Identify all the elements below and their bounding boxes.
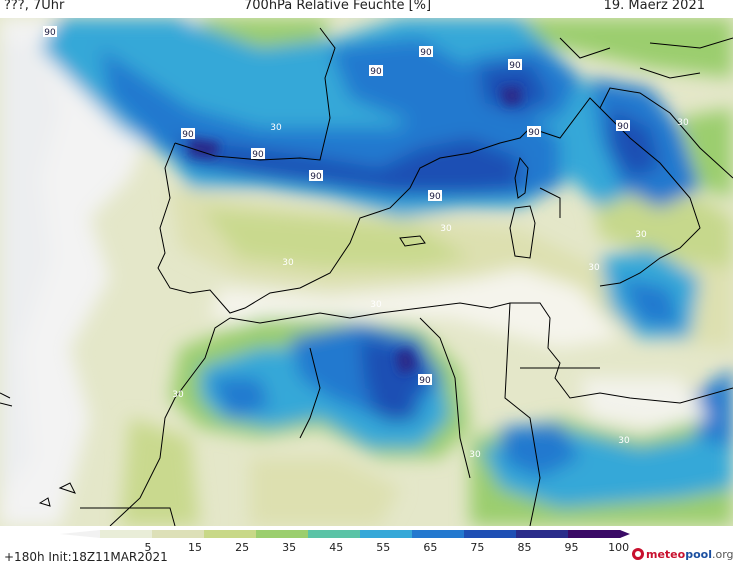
colorbar-tick-label: 15 <box>188 541 203 554</box>
colorbar-swatch <box>204 530 257 538</box>
contour-label: 30 <box>270 123 282 133</box>
colorbar-tick-label: 5 <box>144 541 152 554</box>
contour-label-box <box>251 148 265 159</box>
colorbar-tick-label: 75 <box>470 541 485 554</box>
forecast-date: 19. Maerz 2021 <box>603 0 705 13</box>
colorbar-swatch <box>100 530 153 538</box>
colorbar-tick-label: 55 <box>376 541 391 554</box>
colorbar-swatch <box>464 530 517 538</box>
logo-text-org: .org <box>711 548 733 561</box>
contour-label-box <box>527 126 541 137</box>
contour-label: 30 <box>440 224 452 234</box>
contour-label: 30 <box>370 300 382 310</box>
colorbar-swatch <box>308 530 361 538</box>
contour-label: 90 <box>429 192 441 202</box>
colorbar-tick-label: 100 <box>608 541 630 554</box>
contour-label: 30 <box>635 230 647 240</box>
contour-label-box <box>428 190 442 201</box>
contour-label-box <box>309 170 323 181</box>
logo-text-pool: pool <box>685 548 712 561</box>
colorbar <box>60 530 630 538</box>
contour-label: 30 <box>618 436 630 446</box>
contour-label: 90 <box>420 48 432 58</box>
colorbar-tick-label: 35 <box>282 541 297 554</box>
contour-label: 90 <box>617 122 629 132</box>
colorbar-tick-label: 65 <box>423 541 438 554</box>
colorbar-swatch <box>256 530 309 538</box>
colorbar-swatch <box>360 530 413 538</box>
contour-label: 30 <box>588 263 600 273</box>
contour-label: 90 <box>310 172 322 182</box>
humidity-map[interactable]: 90 90 90 90 90 90 90 90 90 90 90 30 30 30 30 30 30 30 30 30… <box>0 18 733 526</box>
contour-label: 90 <box>528 128 540 138</box>
map-canvas: 90 90 90 90 90 90 90 90 90 90 90 30 30 30 30 30 30 30 30 30… <box>0 18 733 526</box>
colorbar-tick-label: 45 <box>329 541 344 554</box>
logo-icon <box>632 548 644 560</box>
colorbar-swatch <box>568 530 621 538</box>
contour-label-box <box>419 46 433 57</box>
meteopool-logo[interactable]: meteopool.org <box>632 548 733 564</box>
contour-label: 30 <box>172 390 184 400</box>
contour-label: 90 <box>419 376 431 386</box>
contour-label: 90 <box>252 150 264 160</box>
contour-label: 30 <box>282 258 294 268</box>
contour-label: 90 <box>509 61 521 71</box>
contour-labels: 90 90 90 90 90 90 90 90 90 90 90 30 30 30 30 30 30 30 30 30… <box>43 26 689 460</box>
coastlines <box>0 27 733 526</box>
contour-label-box <box>616 120 630 131</box>
colorbar-swatch <box>412 530 465 538</box>
contour-label-box <box>418 374 432 385</box>
colorbar-max-arrow <box>620 530 630 538</box>
footer-bar: 5 15 25 35 45 55 65 75 85 95 100 +180h Init:18Z11M… <box>0 526 733 566</box>
contour-label: 90 <box>370 67 382 77</box>
contour-label-box <box>369 65 383 76</box>
contour-label: 30 <box>469 450 481 460</box>
contour-label-box <box>508 59 522 70</box>
colorbar-swatch <box>516 530 569 538</box>
contour-label: 90 <box>44 28 56 38</box>
init-time-label: +180h Init:18Z11MAR2021 <box>4 550 168 564</box>
model-time-label: ???, 7Uhr <box>4 0 65 13</box>
contour-label: 30 <box>677 118 689 128</box>
colorbar-min-arrow <box>60 530 100 538</box>
contour-label-box <box>43 26 57 37</box>
contour-label: 90 <box>182 130 194 140</box>
colorbar-tick-label: 95 <box>564 541 579 554</box>
logo-text-meteo: meteo <box>646 548 686 561</box>
colorbar-swatch <box>152 530 205 538</box>
colorbar-tick-label: 85 <box>517 541 532 554</box>
colorbar-tick-label: 25 <box>235 541 250 554</box>
header-bar: ???, 7Uhr 700hPa Relative Feuchte [%] 19… <box>0 0 733 22</box>
humidity-cores <box>190 86 522 374</box>
map-title: 700hPa Relative Feuchte [%] <box>244 0 432 13</box>
contour-label-box <box>181 128 195 139</box>
